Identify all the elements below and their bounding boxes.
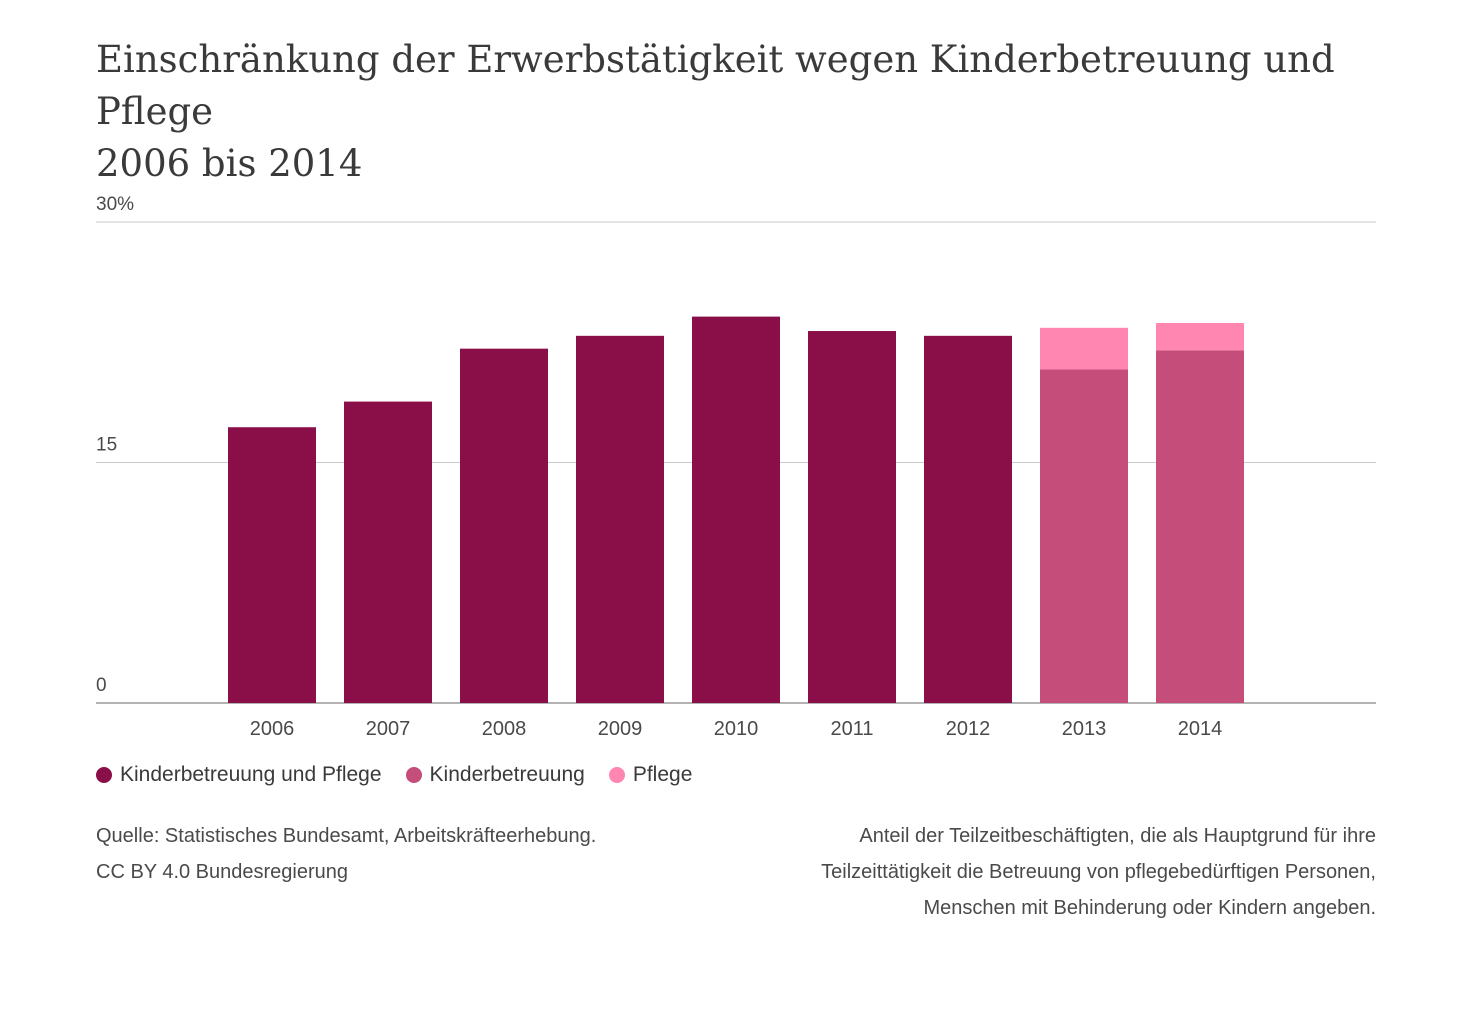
- definition-note: Anteil der Teilzeitbeschäftigten, die al…: [736, 818, 1376, 926]
- legend-label: Kinderbetreuung: [429, 763, 585, 786]
- chart-title: Einschränkung der Erwerbstätigkeit wegen…: [96, 34, 1396, 190]
- license-line: CC BY 4.0 Bundesregierung: [96, 861, 349, 883]
- x-tick-label: 2011: [830, 718, 873, 740]
- x-tick-label: 2012: [946, 718, 991, 740]
- legend-item-kinderbetreuung-und-pflege: Kinderbetreuung und Pflege: [96, 763, 382, 787]
- bar-2010-kinderbetreuung-und-pflege: [692, 316, 780, 703]
- source-line: Quelle: Statistisches Bundesamt, Arbeits…: [96, 825, 597, 847]
- bars: [228, 316, 1244, 703]
- note-line: Anteil der Teilzeitbeschäftigten, die al…: [859, 825, 1376, 847]
- x-tick-label: 2009: [598, 718, 643, 740]
- bar-2013-kinderbetreuung: [1040, 369, 1128, 703]
- y-tick-label: 15: [96, 435, 117, 456]
- x-tick-label: 2006: [250, 718, 295, 740]
- source-note: Quelle: Statistisches Bundesamt, Arbeits…: [96, 818, 716, 890]
- bar-2014-pflege: [1156, 323, 1244, 351]
- x-tick-label: 2013: [1062, 718, 1107, 740]
- note-line: Menschen mit Behinderung oder Kindern an…: [923, 897, 1376, 919]
- x-tick-label: 2007: [366, 718, 411, 740]
- legend-swatch: [608, 767, 625, 783]
- bar-2014-kinderbetreuung: [1156, 350, 1244, 703]
- x-tick-label: 2010: [714, 718, 759, 740]
- legend-item-pflege: Pflege: [608, 763, 693, 787]
- bar-2007-kinderbetreuung-und-pflege: [344, 401, 432, 703]
- bar-chart: 0 15 30% 2006 2007 2008 2009 2010 2011 2012 2013 20…: [96, 194, 1376, 740]
- legend-swatch: [96, 767, 112, 783]
- legend: Kinderbetreuung und Pflege Kinderbetreuu…: [96, 760, 716, 790]
- bar-2006-kinderbetreuung-und-pflege: [228, 427, 316, 703]
- y-tick-label: 0: [96, 675, 107, 696]
- y-tick-label: 30%: [96, 194, 134, 215]
- chart-subtitle: 2006 bis 2014: [96, 142, 363, 185]
- x-tick-label: 2014: [1178, 718, 1223, 740]
- chart-title-text: Einschränkung der Erwerbstätigkeit wegen…: [96, 38, 1335, 133]
- note-line: Teilzeittätigkeit die Betreuung von pfle…: [821, 861, 1376, 883]
- bar-2012-kinderbetreuung-und-pflege: [924, 335, 1012, 703]
- bar-2011-kinderbetreuung-und-pflege: [808, 331, 896, 703]
- x-tick-label: 2008: [482, 718, 527, 740]
- bar-2008-kinderbetreuung-und-pflege: [460, 348, 548, 703]
- bar-2009-kinderbetreuung-und-pflege: [576, 335, 664, 703]
- axes: 0 15 30% 2006 2007 2008 2009 2010 2011 2012 2013 20…: [96, 194, 1222, 740]
- legend-swatch: [405, 767, 422, 783]
- bar-2013-pflege: [1040, 327, 1128, 370]
- legend-item-kinderbetreuung: Kinderbetreuung: [405, 763, 585, 787]
- legend-label: Kinderbetreuung und Pflege: [120, 763, 382, 786]
- legend-label: Pflege: [632, 763, 693, 786]
